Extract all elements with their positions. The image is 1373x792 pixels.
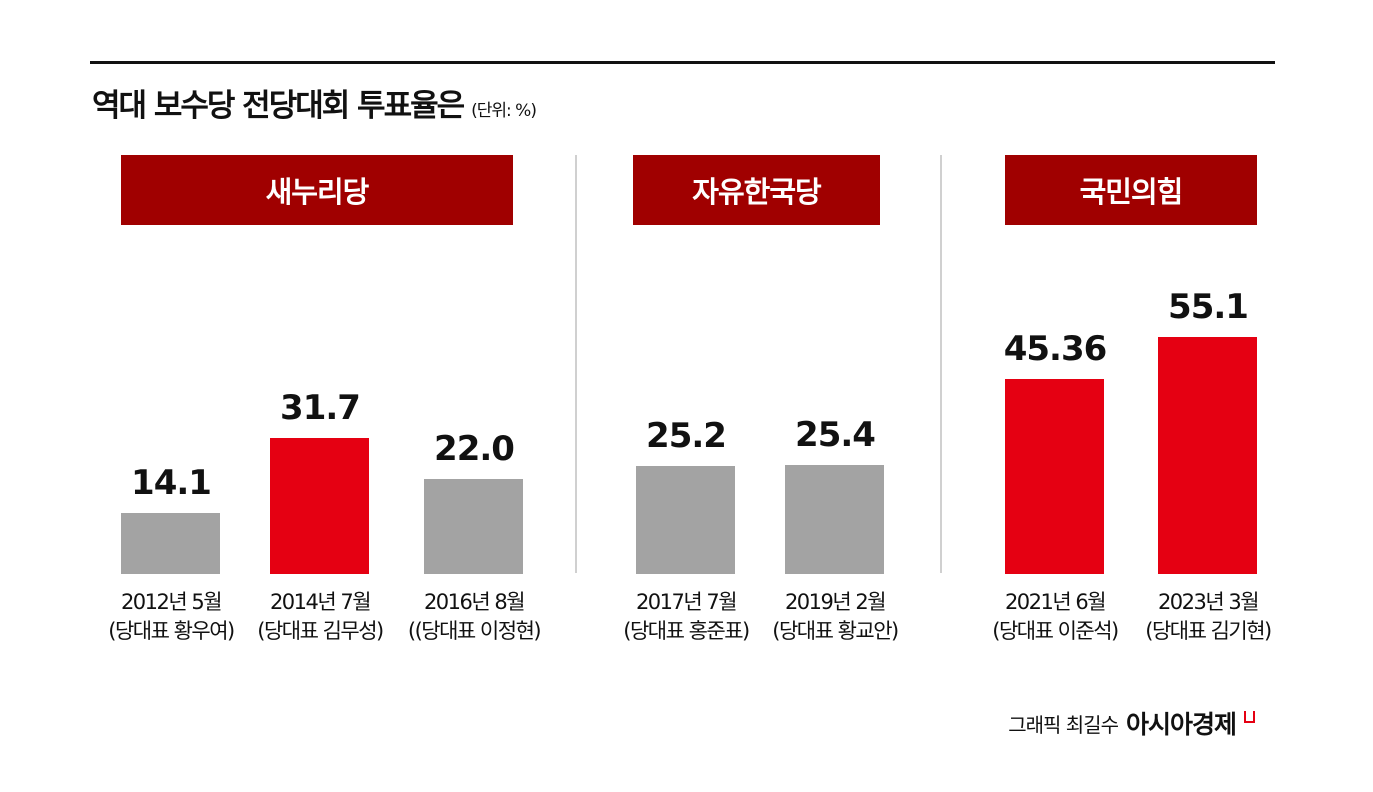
bar (270, 437, 369, 574)
bar (424, 479, 523, 574)
category-leader: (당대표 김무성) (257, 619, 384, 643)
group-header: 새누리당 (121, 155, 513, 225)
unit-label: (단위: %) (471, 101, 537, 121)
category-label: 2016년 8월 ((당대표 이정현) (389, 588, 559, 646)
category-date: 2021년 6월 (1004, 590, 1107, 614)
category-label: 2012년 5월 (당대표 황우여) (86, 588, 256, 646)
credit-text: 그래픽 최길수 (1008, 712, 1119, 737)
category-label: 2021년 6월 (당대표 이준석) (970, 588, 1140, 646)
logo-mark-icon (1244, 711, 1255, 723)
data-label: 25.2 (646, 415, 727, 456)
category-date: 2023년 3월 (1157, 590, 1260, 614)
credit: 그래픽 최길수 아시아경제 (1008, 705, 1255, 741)
bar (1005, 378, 1104, 574)
data-label: 45.36 (1003, 328, 1108, 369)
category-label: 2014년 7월 (당대표 김무성) (235, 588, 405, 646)
category-leader: ((당대표 이정현) (407, 619, 542, 643)
category-date: 2017년 7월 (635, 590, 738, 614)
category-label: 2017년 7월 (당대표 홍준표) (601, 588, 771, 646)
data-label: 25.4 (795, 414, 876, 455)
category-date: 2014년 7월 (269, 590, 372, 614)
title-text: 역대 보수당 전당대회 투표율은 (92, 88, 465, 124)
bar (785, 464, 884, 574)
category-date: 2012년 5월 (120, 590, 223, 614)
category-leader: (당대표 황교안) (772, 619, 899, 643)
group-header: 국민의힘 (1005, 155, 1257, 225)
data-label: 22.0 (434, 429, 515, 470)
group-divider (940, 155, 942, 573)
category-label: 2019년 2월 (당대표 황교안) (750, 588, 920, 646)
data-label: 31.7 (280, 387, 361, 428)
data-label: 14.1 (131, 463, 212, 504)
category-label: 2023년 3월 (당대표 김기현) (1123, 588, 1293, 646)
category-leader: (당대표 홍준표) (623, 619, 750, 643)
bar (1158, 337, 1257, 574)
category-date: 2019년 2월 (784, 590, 887, 614)
data-label: 55.1 (1168, 287, 1249, 328)
brand-logo: 아시아경제 (1125, 710, 1237, 739)
top-rule (90, 61, 1275, 64)
chart-title: 역대 보수당 전당대회 투표율은 (단위: %) (92, 80, 537, 125)
category-leader: (당대표 김기현) (1145, 619, 1272, 643)
group-divider (575, 155, 577, 573)
group-header: 자유한국당 (633, 155, 880, 225)
bar (636, 465, 735, 574)
category-date: 2016년 8월 (423, 590, 526, 614)
category-leader: (당대표 황우여) (108, 619, 235, 643)
category-leader: (당대표 이준석) (992, 619, 1119, 643)
bar (121, 513, 220, 574)
